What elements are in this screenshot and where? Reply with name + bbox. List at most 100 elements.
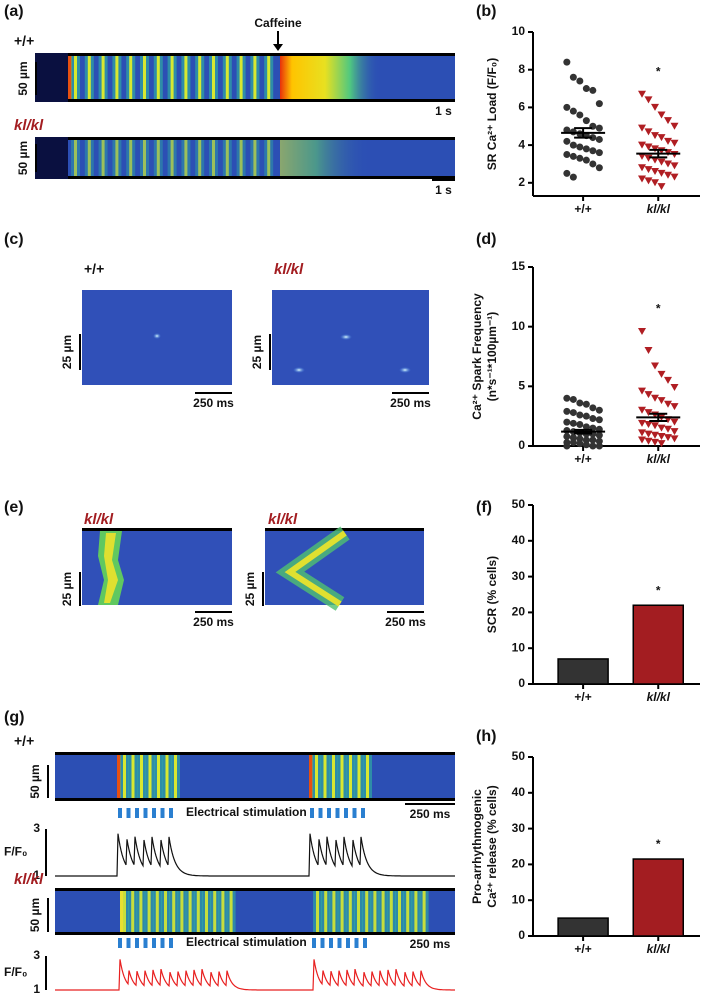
- data-point: [569, 419, 577, 427]
- transient: [253, 140, 257, 176]
- y-tick-label: 50: [512, 749, 526, 763]
- panel-label: (h): [476, 728, 496, 745]
- transient: [123, 891, 126, 932]
- group-label: +/+: [14, 33, 34, 49]
- transient: [170, 140, 174, 176]
- transient: [129, 140, 133, 176]
- y-tick-label: 6: [518, 100, 525, 114]
- data-point: [576, 421, 584, 429]
- transient: [184, 140, 188, 176]
- data-point: [651, 103, 659, 111]
- transient: [131, 891, 135, 932]
- transient: [170, 56, 174, 99]
- data-point: [569, 409, 577, 417]
- data-point: [563, 442, 571, 450]
- y-tick-label: 10: [512, 640, 526, 654]
- data-point: [638, 124, 646, 132]
- stimulus: [354, 938, 359, 948]
- data-point: [664, 425, 672, 433]
- stimulus: [143, 938, 148, 948]
- transient: [349, 755, 352, 798]
- significance-marker: *: [656, 302, 661, 316]
- transient: [316, 891, 319, 932]
- data-point: [644, 421, 653, 429]
- image-border: [55, 888, 455, 891]
- transient: [101, 140, 105, 176]
- transient: [131, 755, 135, 798]
- spark: [399, 367, 411, 373]
- data-point: [644, 128, 653, 136]
- data-point: [657, 370, 666, 378]
- group-label: kl/kl: [14, 117, 44, 134]
- data-point: [582, 145, 590, 153]
- arrowhead: [273, 44, 283, 51]
- data-point: [576, 111, 584, 119]
- group-label: kl/kl: [84, 511, 114, 528]
- data-point: [595, 442, 603, 450]
- transient: [239, 56, 243, 99]
- x-tick-label: +/+: [574, 942, 591, 956]
- data-point: [576, 399, 584, 407]
- stimulus: [169, 938, 173, 948]
- data-point: [563, 426, 571, 434]
- y-tick-label: 8: [518, 62, 525, 76]
- data-point: [563, 137, 571, 145]
- y-tick-label: 0: [518, 928, 525, 942]
- scale-label: 250 ms: [410, 937, 451, 951]
- y-axis-label: SR Ca²⁺ Load (F/F₀): [485, 58, 499, 170]
- spark: [293, 367, 305, 373]
- image-border: [55, 932, 455, 935]
- panel-label: (a): [4, 3, 24, 20]
- data-point: [651, 362, 659, 370]
- y-tick-label: 4: [518, 137, 525, 151]
- transient: [414, 891, 418, 932]
- data-point: [657, 169, 666, 177]
- y-axis-label: Pro-arrhythmogenic: [470, 789, 484, 904]
- ca-wave-core: [284, 530, 347, 607]
- transient: [225, 140, 229, 176]
- data-point: [589, 442, 597, 450]
- data-point: [638, 406, 646, 414]
- scale-label: 50 µm: [28, 764, 42, 798]
- data-point: [657, 432, 666, 440]
- group-label: kl/kl: [268, 511, 298, 528]
- transient: [225, 56, 229, 99]
- data-point: [657, 134, 666, 142]
- transient: [267, 140, 271, 176]
- y-tick-label: 0: [518, 676, 525, 690]
- y-axis-label: Ca²⁺ release (% cells): [485, 785, 499, 907]
- data-point: [582, 117, 590, 125]
- y-tick-label: 0: [518, 438, 525, 452]
- data-point: [595, 135, 603, 143]
- transient: [213, 891, 217, 932]
- data-point: [664, 400, 672, 408]
- data-point: [589, 86, 597, 94]
- transient: [140, 755, 143, 798]
- transient: [324, 891, 328, 932]
- data-point: [563, 126, 571, 134]
- transient: [174, 755, 177, 798]
- data-point: [589, 436, 597, 444]
- stimulus: [126, 808, 131, 818]
- panel-label: (e): [4, 499, 24, 516]
- y-tick-label: 10: [512, 892, 526, 906]
- image-border: [55, 798, 455, 801]
- y-axis-label: SCR (% cells): [485, 556, 499, 633]
- data-point: [670, 162, 679, 170]
- x-tick-label: +/+: [574, 452, 591, 466]
- transient: [157, 755, 160, 798]
- data-point: [638, 436, 646, 444]
- data-point: [576, 440, 584, 448]
- data-point: [657, 111, 666, 119]
- transient: [123, 755, 126, 798]
- data-point: [664, 160, 672, 168]
- bar: [632, 858, 684, 937]
- data-point: [582, 412, 590, 420]
- transient: [180, 891, 184, 932]
- annotation: Electrical stimulation: [186, 805, 307, 819]
- transient: [239, 140, 243, 176]
- data-point: [670, 384, 679, 392]
- data-point: [569, 173, 577, 181]
- data-point: [651, 167, 659, 175]
- transient: [129, 56, 133, 99]
